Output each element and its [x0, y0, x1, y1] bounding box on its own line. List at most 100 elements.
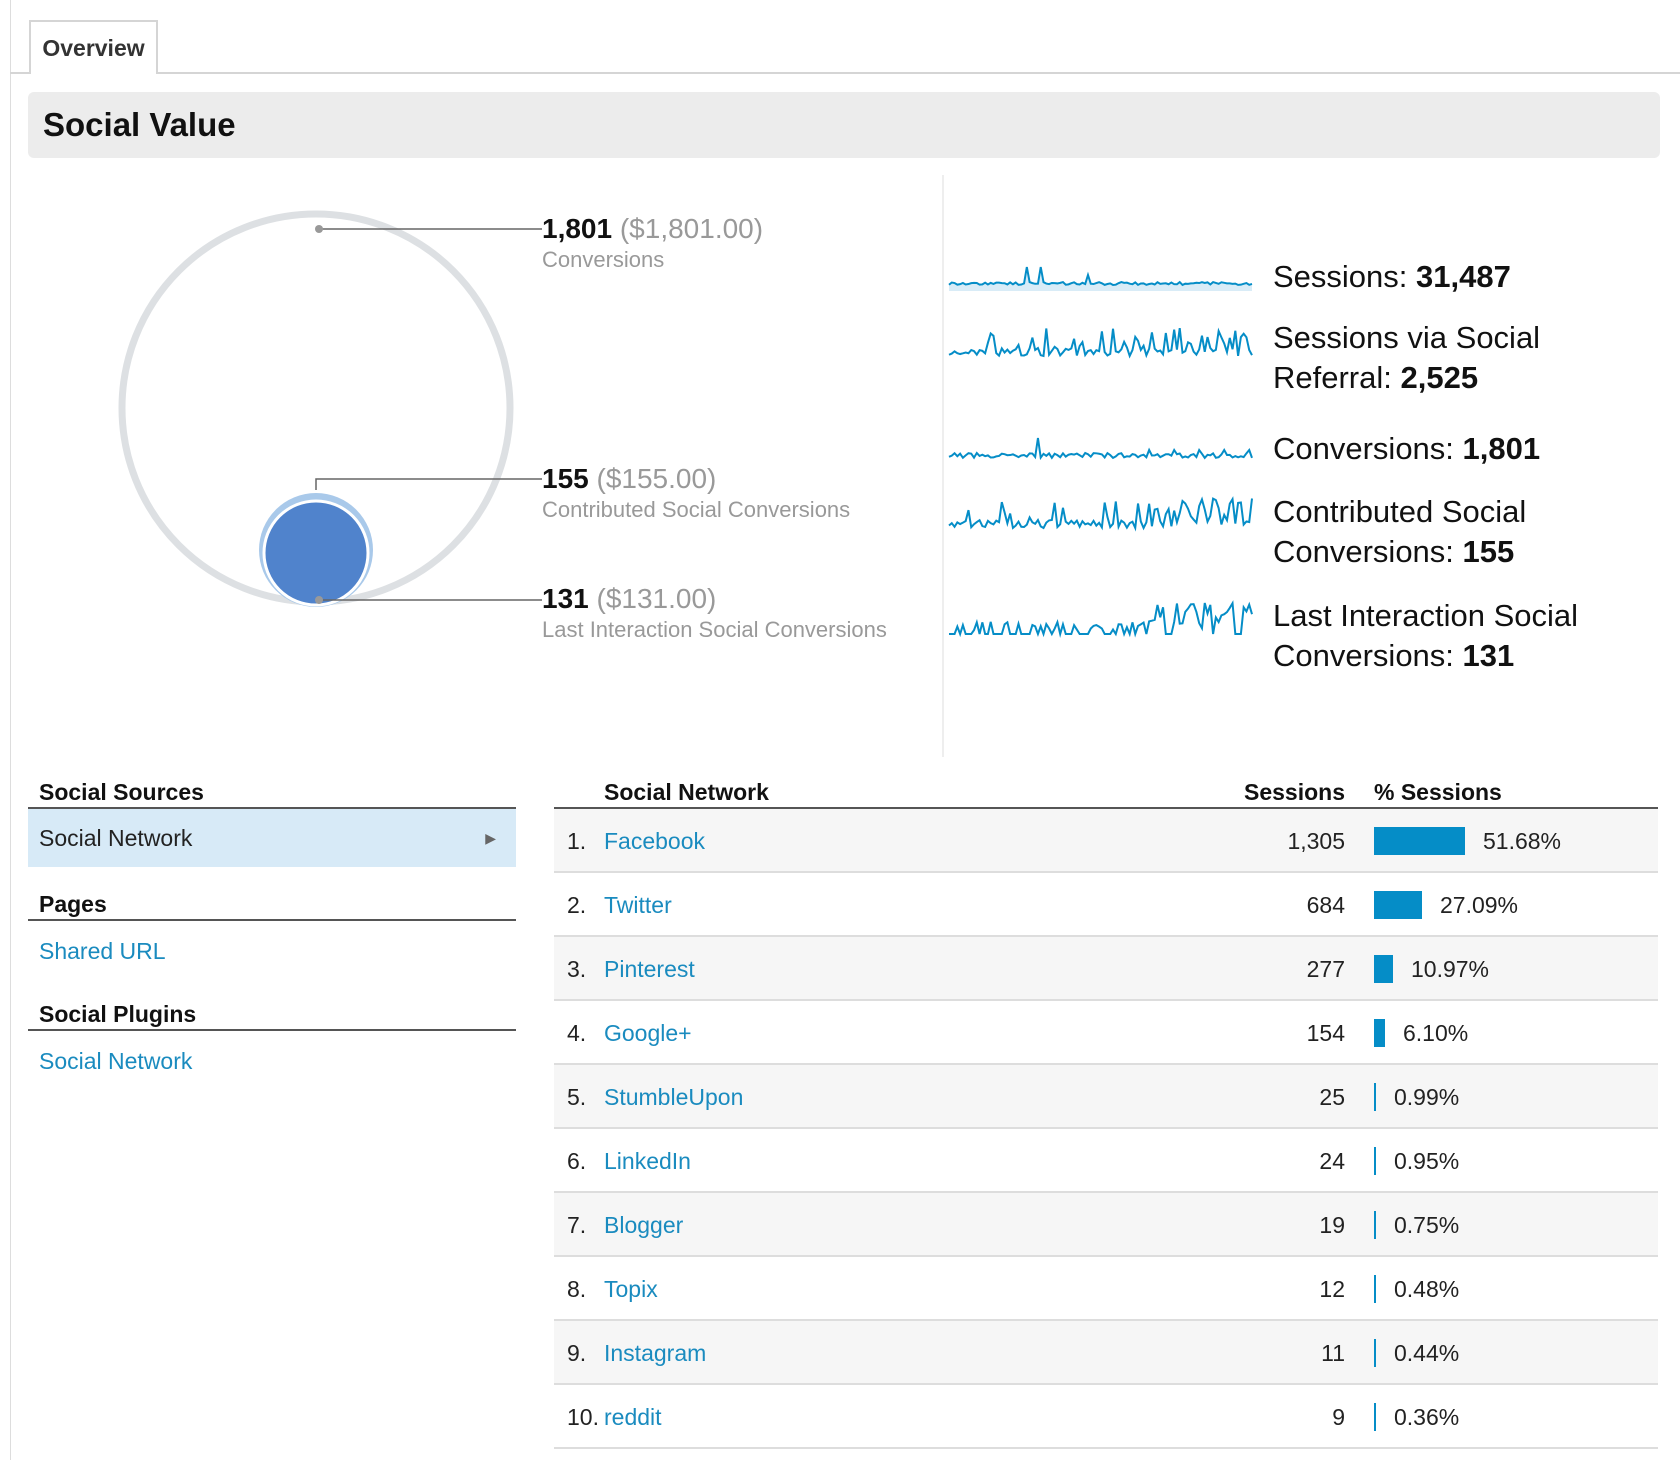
pct-sessions-value: 0.36% [1394, 1404, 1460, 1430]
sessions-share-bar [1374, 1147, 1376, 1175]
column-header-sessions[interactable]: Sessions [1244, 779, 1345, 805]
contributed-circle [262, 499, 370, 607]
callout-money: ($155.00) [596, 463, 717, 494]
sparkline-line [949, 600, 1253, 638]
metric-last-interaction[interactable]: Last Interaction Social Conversions: 131 [948, 596, 1668, 686]
sessions-value: 11 [1321, 1340, 1345, 1366]
metric-contributed[interactable]: Contributed Social Conversions: 155 [948, 492, 1668, 582]
row-index: 3. [567, 956, 587, 982]
sessions-share-bar [1374, 1403, 1376, 1431]
sessions-value: 25 [1319, 1084, 1345, 1110]
sparkline-contributed [948, 496, 1253, 532]
sessions-share-bar [1374, 1275, 1376, 1303]
nav-link-shared-url[interactable]: Shared URL [39, 938, 166, 964]
chevron-right-icon: ▶ [485, 830, 496, 846]
social-value-circles: 1,801 ($1,801.00) Conversions 155 ($155.… [0, 170, 940, 730]
sparkline-area [949, 267, 1252, 291]
callout-value: 131 [542, 583, 589, 614]
network-link[interactable]: reddit [604, 1404, 662, 1430]
sessions-value: 684 [1306, 892, 1345, 918]
network-link[interactable]: Blogger [604, 1212, 684, 1238]
table-header: Social Network Sessions % Sessions [554, 775, 1658, 809]
row-index: 6. [567, 1148, 587, 1174]
nav-link-social-network[interactable]: Social Network [39, 1048, 193, 1074]
row-index: 10. [567, 1404, 599, 1430]
row-index: 1. [567, 828, 587, 854]
table-body: 1. Facebook 1,305 51.68% 2. Twitter 684 27.09% 3… [554, 809, 1658, 1449]
metric-value: 155 [1462, 534, 1515, 569]
sparkline-conversions [948, 437, 1253, 461]
table-row: 1. Facebook 1,305 51.68% [554, 809, 1658, 873]
social-sources-nav: Social Sources Social Network ▶ Pages Sh… [28, 775, 516, 1085]
sparkline-line [948, 266, 1253, 287]
tab-bar-line [10, 72, 1680, 74]
metric-conversions[interactable]: Conversions: 1,801 [948, 428, 1668, 478]
callout-dot-last [315, 596, 323, 604]
row-index: 8. [567, 1276, 587, 1302]
row-index: 2. [567, 892, 587, 918]
table-row: 10. reddit 9 0.36% [554, 1385, 1658, 1449]
metric-value: 2,525 [1400, 360, 1479, 395]
table-row: 5. StumbleUpon 25 0.99% [554, 1065, 1658, 1129]
network-link[interactable]: Twitter [604, 892, 672, 918]
callout-label: Contributed Social Conversions [542, 497, 851, 522]
metric-sessions[interactable]: Sessions: 31,487 [948, 255, 1668, 305]
row-index: 5. [567, 1084, 587, 1110]
network-link[interactable]: Instagram [604, 1340, 707, 1366]
metric-label: Sessions via Social Referral: [1273, 320, 1541, 395]
table-row: 8. Topix 12 0.48% [554, 1257, 1658, 1321]
row-index: 9. [567, 1340, 587, 1366]
callout-conversions: 1,801 ($1,801.00) Conversions [542, 212, 763, 274]
metric-value: 131 [1462, 638, 1515, 673]
table-row: 2. Twitter 684 27.09% [554, 873, 1658, 937]
sessions-share-bar [1374, 1211, 1376, 1239]
section-header: Social Value [28, 92, 1660, 158]
nav-heading-social-plugins: Social Plugins [28, 997, 516, 1031]
callout-dot-conversions [315, 225, 323, 233]
metric-text: Sessions via Social Referral: 2,525 [1273, 318, 1603, 398]
metric-sessions-social[interactable]: Sessions via Social Referral: 2,525 [948, 318, 1668, 408]
pct-sessions-value: 0.95% [1394, 1148, 1460, 1174]
network-link[interactable]: LinkedIn [604, 1148, 691, 1174]
page-frame [10, 0, 1680, 1460]
table-row: 4. Google+ 154 6.10% [554, 1001, 1658, 1065]
metric-label: Last Interaction Social Conversions: [1273, 598, 1579, 673]
callout-contributed: 155 ($155.00) Contributed Social Convers… [542, 462, 850, 524]
metric-text: Last Interaction Social Conversions: 131 [1273, 596, 1603, 676]
network-link[interactable]: Facebook [604, 828, 706, 854]
callout-last-interaction: 131 ($131.00) Last Interaction Social Co… [542, 582, 887, 644]
row-index: 4. [567, 1020, 587, 1046]
pct-sessions-value: 0.48% [1394, 1276, 1460, 1302]
column-header-network[interactable]: Social Network [604, 779, 769, 805]
metric-value: 31,487 [1416, 259, 1511, 294]
sparkline-line [948, 496, 1253, 532]
callout-label: Conversions [542, 247, 665, 272]
nav-item-social-network-selected[interactable]: Social Network ▶ [28, 809, 516, 867]
pct-sessions-value: 27.09% [1440, 892, 1519, 918]
callout-label: Last Interaction Social Conversions [542, 617, 887, 642]
pct-sessions-value: 0.75% [1394, 1212, 1460, 1238]
network-link[interactable]: StumbleUpon [604, 1084, 744, 1110]
pct-sessions-value: 10.97% [1411, 956, 1490, 982]
sessions-value: 24 [1319, 1148, 1345, 1174]
sessions-value: 9 [1332, 1404, 1345, 1430]
table-row: 9. Instagram 11 0.44% [554, 1321, 1658, 1385]
sessions-share-bar [1374, 891, 1422, 919]
network-link[interactable]: Pinterest [604, 956, 695, 982]
network-link[interactable]: Topix [604, 1276, 658, 1302]
social-network-table: Social Network Sessions % Sessions 1. Fac… [554, 775, 1658, 1449]
metric-text: Contributed Social Conversions: 155 [1273, 492, 1603, 572]
metric-label: Contributed Social Conversions: [1273, 494, 1527, 569]
network-link[interactable]: Google+ [604, 1020, 692, 1046]
tab-overview[interactable]: Overview [29, 20, 158, 74]
callout-line-contributed [315, 478, 542, 490]
sparkline-sessions-social [948, 327, 1253, 359]
nav-heading-pages: Pages [28, 887, 516, 921]
sessions-value: 277 [1306, 956, 1345, 982]
callout-money: ($131.00) [596, 583, 717, 614]
vertical-divider [942, 175, 944, 757]
callout-money: ($1,801.00) [619, 213, 764, 244]
nav-item-label: Social Network [39, 825, 193, 851]
column-header-pct-sessions[interactable]: % Sessions [1374, 779, 1502, 805]
metric-text: Conversions: 1,801 [1273, 429, 1540, 469]
